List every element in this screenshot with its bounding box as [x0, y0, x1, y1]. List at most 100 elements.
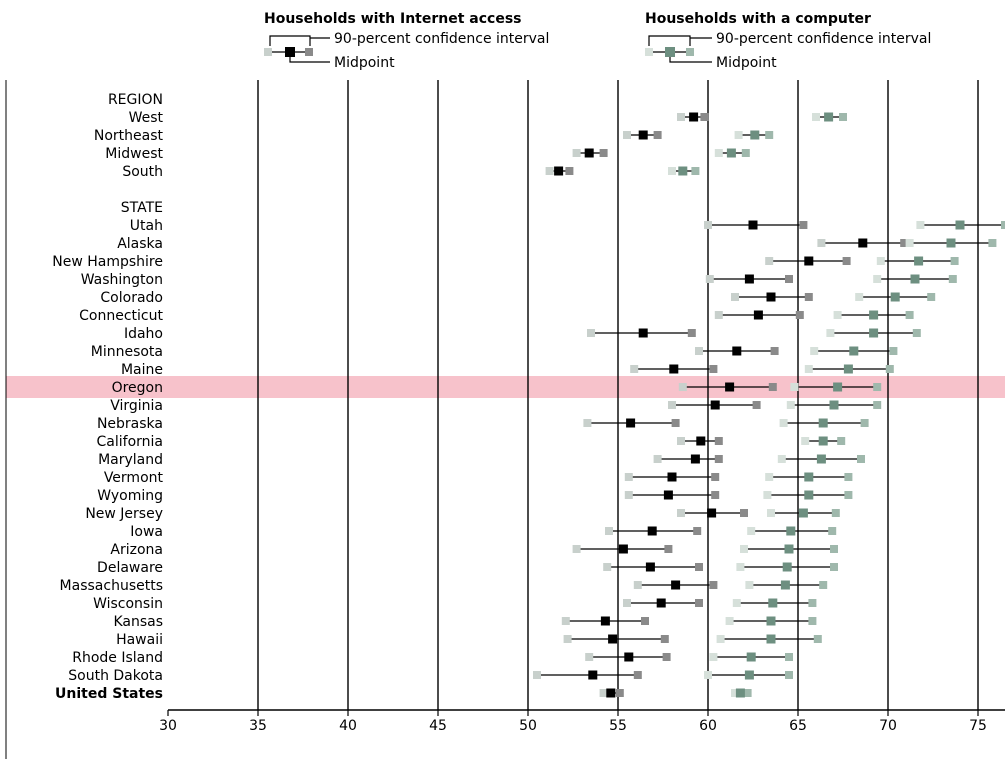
- computer-ci-high: [808, 599, 817, 607]
- internet-ci-high: [695, 599, 703, 607]
- legend-internet-high-marker: [305, 48, 313, 56]
- computer-midpoint: [946, 238, 956, 248]
- computer-ci-low: [804, 365, 813, 373]
- computer-midpoint: [678, 166, 688, 176]
- legend-computer-title: Households with a computer: [645, 11, 871, 27]
- computer-midpoint: [824, 112, 834, 122]
- computer-ci-low: [812, 113, 820, 121]
- internet-ci-low: [563, 635, 572, 643]
- computer-midpoint: [818, 436, 828, 446]
- computer-ci-high: [837, 437, 846, 445]
- internet-ci-high: [740, 509, 748, 517]
- internet-ci-high: [804, 293, 813, 301]
- internet-midpoint: [804, 256, 814, 266]
- x-axis: 30 35 40 45 50 55 60 65 70 75: [159, 709, 1005, 734]
- computer-ci-high: [785, 671, 793, 679]
- computer-ci-high: [844, 473, 853, 481]
- internet-midpoint: [725, 382, 735, 392]
- internet-ci-high: [687, 329, 696, 337]
- computer-midpoint: [833, 382, 843, 392]
- computer-ci-high: [765, 131, 774, 139]
- legend-internet-ci-label: 90-percent confidence interval: [334, 31, 549, 47]
- computer-ci-high: [873, 401, 882, 409]
- computer-ci-low: [763, 491, 772, 499]
- internet-midpoint: [753, 310, 763, 320]
- row-label: Nebraska: [97, 416, 163, 432]
- internet-ci-low: [545, 167, 554, 175]
- internet-ci-low: [623, 599, 631, 607]
- computer-ci-high: [948, 275, 957, 283]
- internet-ci-high: [633, 671, 642, 679]
- internet-ci-low: [624, 473, 633, 481]
- computer-ci-high: [1001, 221, 1005, 229]
- computer-midpoint: [726, 148, 736, 158]
- legend-computer-low-marker: [645, 48, 653, 56]
- internet-midpoint: [690, 454, 700, 464]
- x-tick-label: 45: [429, 718, 447, 734]
- x-tick-label: 40: [339, 718, 357, 734]
- x-tick-label: 55: [609, 718, 627, 734]
- computer-midpoint: [890, 292, 900, 302]
- internet-ci-low: [704, 221, 712, 229]
- computer-ci-high: [691, 167, 700, 175]
- internet-midpoint: [554, 166, 564, 176]
- row-label: Alaska: [117, 236, 163, 252]
- internet-ci-high: [711, 491, 720, 499]
- computer-ci-low: [790, 383, 799, 391]
- row-label: Virginia: [110, 398, 163, 414]
- computer-ci-high: [831, 509, 840, 517]
- internet-ci-high: [709, 365, 718, 373]
- computer-ci-low: [714, 149, 723, 157]
- computer-ci-low: [777, 455, 786, 463]
- internet-ci-low: [765, 257, 774, 265]
- chart-rows: REGION West Northeast Midwest South STATE Utah…: [52, 92, 1005, 702]
- internet-ci-high: [714, 437, 723, 445]
- computer-midpoint: [782, 562, 792, 572]
- computer-ci-high: [839, 113, 847, 121]
- internet-ci-low: [677, 437, 685, 445]
- computer-ci-low: [716, 635, 725, 643]
- legend-internet-low-marker: [264, 48, 272, 56]
- computer-ci-high: [860, 419, 869, 427]
- computer-midpoint: [768, 598, 778, 608]
- computer-ci-high: [785, 653, 793, 661]
- row-label: West: [129, 110, 164, 126]
- internet-midpoint: [600, 616, 610, 626]
- computer-midpoint: [746, 652, 756, 662]
- computer-ci-low: [732, 599, 741, 607]
- x-tick-label: 60: [699, 718, 717, 734]
- row-label: Maine: [121, 362, 163, 378]
- computer-ci-high: [912, 329, 921, 337]
- internet-ci-low: [624, 491, 633, 499]
- computer-ci-high: [988, 239, 997, 247]
- computer-ci-low: [801, 437, 810, 445]
- internet-midpoint: [689, 112, 699, 122]
- legend-internet-mid-marker: [285, 47, 295, 57]
- internet-ci-low: [572, 149, 581, 157]
- internet-midpoint: [656, 598, 666, 608]
- computer-ci-low: [747, 527, 756, 535]
- internet-midpoint: [618, 544, 628, 554]
- computer-midpoint: [750, 130, 760, 140]
- highlight-band: [6, 376, 1005, 398]
- row-label: United States: [55, 686, 163, 702]
- computer-ci-low: [668, 167, 676, 175]
- internet-ci-low: [583, 419, 592, 427]
- computer-ci-high: [828, 527, 837, 535]
- computer-ci-high: [830, 545, 838, 553]
- internet-ci-low: [599, 689, 608, 697]
- x-tick-label: 70: [879, 718, 897, 734]
- row-label: New Hampshire: [52, 254, 163, 270]
- internet-midpoint: [638, 130, 648, 140]
- legend-internet: Households with Internet access 90-perce…: [264, 11, 549, 71]
- x-tick-label: 50: [519, 718, 537, 734]
- row-label: Oregon: [112, 380, 163, 396]
- internet-ci-low: [677, 113, 685, 121]
- internet-ci-high: [795, 311, 804, 319]
- internet-ci-low: [653, 455, 662, 463]
- computer-midpoint: [766, 634, 776, 644]
- computer-ci-high: [819, 581, 828, 589]
- internet-midpoint: [606, 688, 616, 698]
- internet-ci-low: [587, 329, 595, 337]
